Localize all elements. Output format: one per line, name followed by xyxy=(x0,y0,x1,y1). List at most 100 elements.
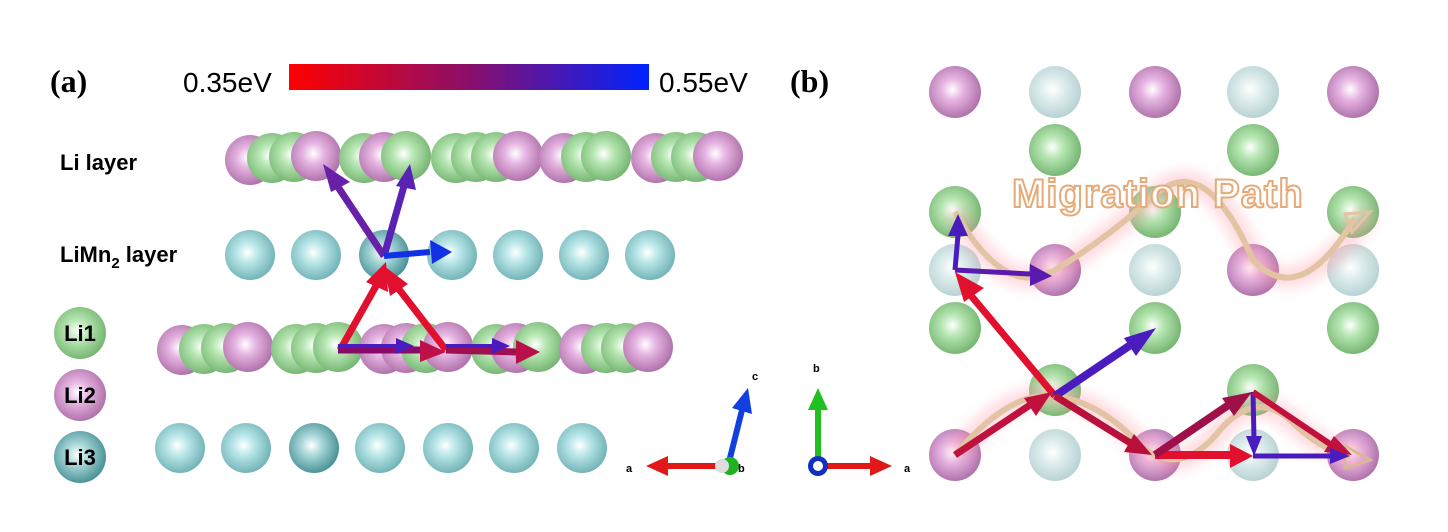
legend-li2-swatch xyxy=(54,369,106,421)
hop-arrow-head xyxy=(420,340,446,362)
hop-arrow-head xyxy=(323,164,350,192)
hop-arrow-head xyxy=(396,338,414,354)
limn2-layer-atoms xyxy=(225,230,675,280)
atom xyxy=(493,230,543,280)
atom xyxy=(289,423,339,473)
hop-arrow xyxy=(1250,391,1257,441)
legend-li3-label: Li3 xyxy=(64,445,96,470)
atom xyxy=(1227,124,1279,176)
legend-li1-label: Li1 xyxy=(64,321,96,346)
atom xyxy=(1129,66,1181,118)
atom xyxy=(1227,66,1279,118)
panel-a-hop-arrows xyxy=(323,164,540,364)
atom xyxy=(625,230,675,280)
atom xyxy=(427,230,477,280)
hop-arrow-head xyxy=(1030,264,1052,286)
hop-arrow xyxy=(395,285,449,353)
legend-li1-swatch xyxy=(54,307,106,359)
atom xyxy=(513,322,563,372)
panel-b-hop-arrows xyxy=(948,214,1352,468)
atom xyxy=(1327,66,1379,118)
hop-arrow-head xyxy=(1330,448,1350,464)
hop-arrow-head xyxy=(366,262,388,292)
hop-arrow-head xyxy=(1230,444,1253,468)
atom xyxy=(155,423,205,473)
atom xyxy=(489,423,539,473)
atom xyxy=(929,302,981,354)
hop-arrow-head xyxy=(1246,436,1262,456)
hop-arrow xyxy=(1152,400,1233,459)
hop-arrow xyxy=(1251,389,1332,447)
bottom-layer-atoms xyxy=(155,423,607,473)
energy-color-bar xyxy=(289,64,649,90)
atom xyxy=(929,66,981,118)
atom xyxy=(291,230,341,280)
axis-c-dot-inner xyxy=(813,461,823,471)
hop-arrow-head xyxy=(430,240,452,264)
legend-li3-swatch xyxy=(54,431,106,483)
hop-arrow xyxy=(380,185,408,257)
hop-arrow-head xyxy=(1124,328,1156,356)
hop-arrow-head xyxy=(1124,434,1152,455)
hop-arrow-head xyxy=(492,338,510,354)
axis-triad-b: b c a xyxy=(808,363,911,476)
axis-b-head xyxy=(808,388,828,410)
hop-arrow xyxy=(336,284,380,352)
scale-min-label: 0.35eV xyxy=(183,67,272,98)
atom xyxy=(223,322,273,372)
axis-c-head xyxy=(732,388,752,414)
legend-li2-label: Li2 xyxy=(64,383,96,408)
atom xyxy=(623,322,673,372)
li-layer-atoms xyxy=(225,131,743,185)
atom xyxy=(581,131,631,181)
scale-max-label: 0.55eV xyxy=(659,67,748,98)
hop-arrow xyxy=(953,402,1032,458)
hop-arrow xyxy=(1052,340,1135,400)
atom xyxy=(493,131,543,181)
migration-path-label: Migration Path xyxy=(1012,172,1304,216)
atom xyxy=(1327,302,1379,354)
atom xyxy=(557,423,607,473)
axis-a-label: a xyxy=(626,463,633,475)
path-arrowhead xyxy=(1342,210,1374,235)
atom xyxy=(1129,244,1181,296)
hop-arrow xyxy=(383,249,431,259)
axis-triad-a: a b c xyxy=(626,371,758,476)
hop-arrow-head xyxy=(955,272,984,302)
axis-c-label: c xyxy=(814,462,819,472)
hop-arrow-head xyxy=(516,340,540,364)
atom xyxy=(1029,66,1081,118)
hop-arrow xyxy=(952,234,961,271)
axis-c-line xyxy=(725,409,745,467)
axis-b-label: b xyxy=(738,463,745,475)
panel-b-label: (b) xyxy=(790,63,829,99)
hop-arrow-head xyxy=(948,214,968,236)
atom xyxy=(423,423,473,473)
atom xyxy=(1029,429,1081,481)
hop-arrow-head xyxy=(1222,392,1252,416)
migration-path-upper xyxy=(945,171,1379,289)
axis-origin xyxy=(715,459,729,473)
hop-arrow-head xyxy=(1024,392,1052,416)
axis-a-head xyxy=(646,456,668,476)
axis-c-label: c xyxy=(752,371,758,383)
path-line xyxy=(952,178,1358,281)
hop-arrow xyxy=(1053,393,1134,447)
hop-arrow-head xyxy=(384,266,408,296)
hop-arrow xyxy=(965,289,1058,399)
axis-a-head xyxy=(870,456,892,476)
atom xyxy=(355,423,405,473)
hop-arrow xyxy=(445,346,517,356)
hop-arrow xyxy=(954,267,1031,277)
li-layer-label: Li layer xyxy=(60,150,137,175)
atom xyxy=(225,230,275,280)
legend: Li1 Li2 Li3 xyxy=(54,307,106,483)
limn2-layer-label: LiMn2 layer xyxy=(60,242,178,272)
atom xyxy=(221,423,271,473)
atom xyxy=(381,131,431,181)
axis-a-label: a xyxy=(904,463,911,475)
panel-a-label: (a) xyxy=(50,63,87,99)
axis-b-label: b xyxy=(813,363,820,375)
atom xyxy=(559,230,609,280)
